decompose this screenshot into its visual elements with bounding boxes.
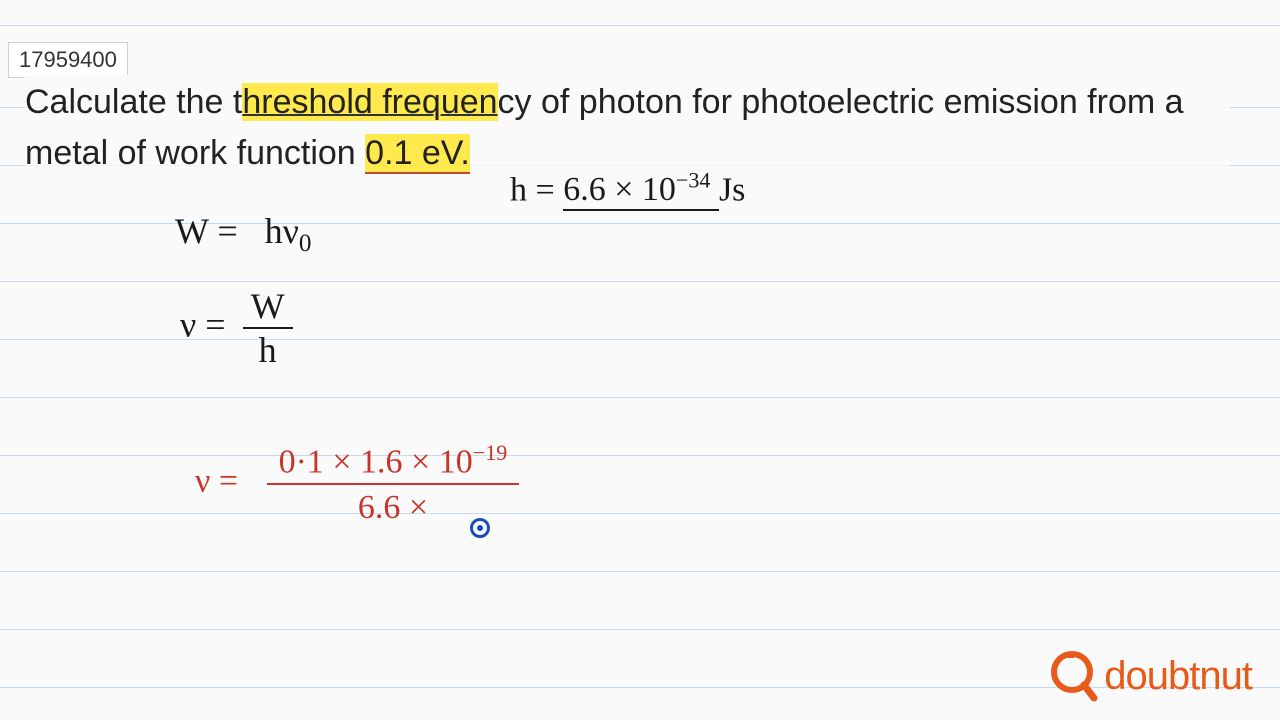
eq3-lhs: ν = [195,462,238,499]
brand-logo: doubtnut [1046,650,1252,702]
planck-constant: h = 6.6 × 10−34 Js [510,168,745,209]
planck-unit: Js [719,171,745,208]
eq3-numerator: 0·1 × 1.6 × 10−19 [267,440,520,485]
eq1-lhs: W = [175,211,238,251]
doubtnut-icon [1046,650,1098,702]
planck-exponent: −34 [676,168,711,193]
eq3-fraction: 0·1 × 1.6 × 10−19 6.6 × [267,440,520,527]
planck-label: h = [510,171,555,208]
highlight-work-function: 0.1 eV. [365,134,470,174]
eq1-rhs: hν [265,211,299,251]
equation-calculation: ν = 0·1 × 1.6 × 10−19 6.6 × [195,440,519,527]
question-text: Calculate the threshold frequency of pho… [25,75,1230,181]
equation-frequency-formula: ν = W h [180,285,293,371]
eq2-lhs: ν = [180,304,226,344]
equation-work-function: W = hν0 [175,210,312,258]
question-id: 17959400 [19,47,117,72]
planck-value: 6.6 × 10 [563,171,676,208]
eq2-numerator: W [243,285,293,329]
question-prefix: Calculate the t [25,83,242,121]
eq2-fraction: W h [243,285,293,371]
eq1-subscript: 0 [299,230,312,257]
eq2-denominator: h [243,329,293,371]
highlight-threshold-frequency: hreshold frequen [242,83,497,121]
question-id-box: 17959400 [8,42,128,78]
pen-cursor-icon [470,518,490,538]
brand-name: doubtnut [1104,654,1252,699]
